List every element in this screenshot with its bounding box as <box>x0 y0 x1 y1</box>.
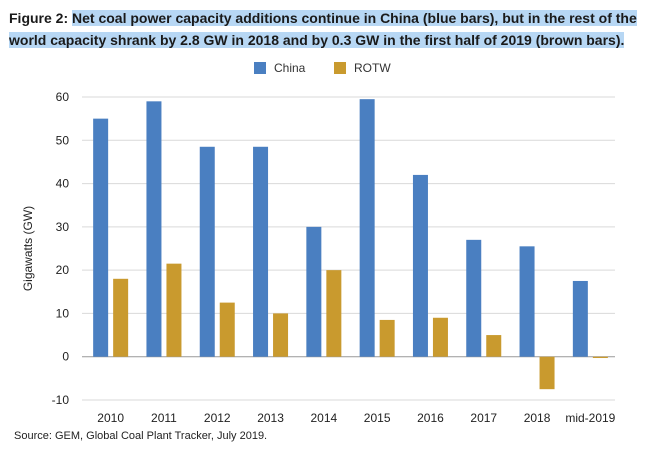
china-bar <box>253 146 269 357</box>
x-tick-label: 2018 <box>524 411 551 425</box>
y-tick-label: 10 <box>56 306 70 320</box>
source-note: Source: GEM, Global Coal Plant Tracker, … <box>14 430 268 442</box>
y-tick-label: 20 <box>56 263 70 277</box>
x-tick-label: 2014 <box>310 411 337 425</box>
chart: 60 50 40 30 20 10 0 -10 Gigawatts (GW) 2010 2011 20… <box>0 50 658 430</box>
china-bar <box>93 118 109 357</box>
rotw-bar <box>592 356 608 359</box>
rotw-bar <box>432 317 448 357</box>
rotw-bar <box>379 319 395 357</box>
rotw-bar <box>486 335 502 357</box>
y-tick-label: -10 <box>52 393 70 407</box>
y-tick-label: 50 <box>56 133 70 147</box>
x-tick-label: 2012 <box>204 411 231 425</box>
rotw-bar <box>539 356 555 390</box>
legend-label-china: China <box>274 61 306 75</box>
legend-swatch-china <box>254 62 266 74</box>
x-tick-label: 2010 <box>97 411 124 425</box>
rotw-bar <box>219 302 235 357</box>
caption-text: Net coal power capacity additions contin… <box>9 10 637 48</box>
china-bar <box>519 246 535 357</box>
rotw-bar <box>273 313 289 357</box>
rotw-bar <box>166 263 182 357</box>
x-tick-label: 2015 <box>364 411 391 425</box>
legend-label-rotw: ROTW <box>354 61 391 75</box>
x-tick-label: 2016 <box>417 411 444 425</box>
y-tick-label: 0 <box>62 350 69 364</box>
x-tick-label: mid-2019 <box>565 411 615 425</box>
rotw-bar <box>326 270 342 357</box>
china-bar <box>146 101 162 357</box>
china-bar <box>359 99 375 357</box>
y-tick-label: 30 <box>56 220 70 234</box>
china-bar <box>466 239 482 357</box>
china-bar <box>199 146 215 357</box>
caption-label: Figure 2: <box>9 10 69 26</box>
y-axis-label: Gigawatts (GW) <box>21 206 35 291</box>
china-bar <box>306 226 322 357</box>
y-tick-label: 40 <box>56 177 70 191</box>
x-tick-label: 2017 <box>470 411 497 425</box>
x-tick-label: 2011 <box>151 411 177 425</box>
legend-swatch-rotw <box>334 62 346 74</box>
rotw-bar <box>113 278 129 357</box>
china-bar <box>412 174 428 357</box>
y-tick-label: 60 <box>56 90 70 104</box>
china-bar <box>572 280 588 357</box>
x-tick-label: 2013 <box>257 411 284 425</box>
figure-caption: Figure 2: Net coal power capacity additi… <box>9 7 654 51</box>
